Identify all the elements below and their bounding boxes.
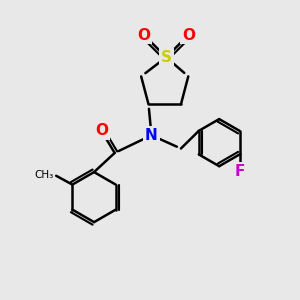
Text: N: N (145, 128, 158, 143)
Text: S: S (161, 50, 172, 65)
Text: F: F (234, 164, 245, 179)
Text: CH₃: CH₃ (34, 170, 54, 180)
Text: O: O (95, 123, 108, 138)
Text: O: O (182, 28, 195, 43)
Text: O: O (138, 28, 151, 43)
